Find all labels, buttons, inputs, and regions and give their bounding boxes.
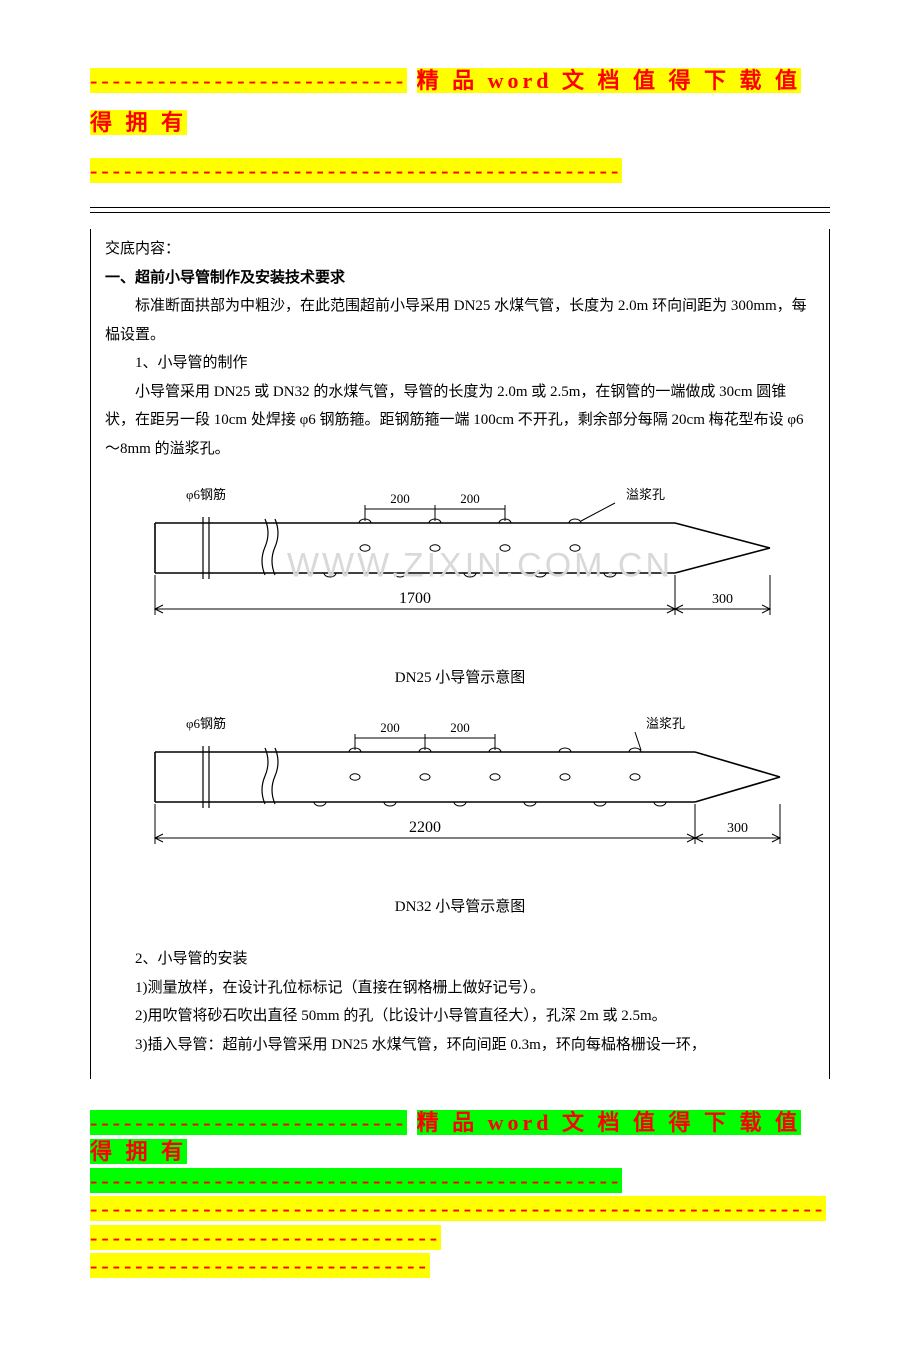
svg-text:溢浆孔: 溢浆孔 bbox=[626, 487, 665, 502]
para-2: 小导管采用 DN25 或 DN32 的水煤气管，导管的长度为 2.0m 或 2.… bbox=[105, 378, 815, 464]
content-frame: 交底内容： 一、超前小导管制作及安装技术要求 标准断面拱部为中粗沙，在此范围超前… bbox=[90, 229, 830, 1079]
svg-text:2200: 2200 bbox=[409, 819, 441, 836]
bullet-1: 1)测量放样，在设计孔位标标记（直接在钢格栅上做好记号）。 bbox=[105, 974, 815, 1003]
sub-1: 1、小导管的制作 bbox=[105, 349, 815, 378]
section-title-1: 一、超前小导管制作及安装技术要求 bbox=[105, 264, 815, 293]
bullet-3: 3)插入导管：超前小导管采用 DN25 水煤气管，环向间距 0.3m，环向每榀格… bbox=[105, 1031, 815, 1060]
diagram-dn32: φ6钢筋 200 200 溢浆孔 2200 300 bbox=[145, 704, 785, 874]
caption-dn25: DN25 小导管示意图 bbox=[105, 664, 815, 693]
diagram-dn25: φ6钢筋 200 200 溢浆孔 1700 300 bbox=[145, 475, 785, 645]
svg-text:200: 200 bbox=[450, 720, 470, 735]
svg-text:φ6钢筋: φ6钢筋 bbox=[186, 487, 226, 502]
svg-text:200: 200 bbox=[380, 720, 400, 735]
svg-text:300: 300 bbox=[712, 592, 733, 607]
svg-text:φ6钢筋: φ6钢筋 bbox=[186, 716, 226, 731]
svg-text:300: 300 bbox=[727, 821, 748, 836]
diagram-dn32-wrap: φ6钢筋 200 200 溢浆孔 2200 300 bbox=[145, 704, 815, 885]
sub-2: 2、小导管的安装 bbox=[105, 945, 815, 974]
top-banner-dash2: ----------------------------------------… bbox=[90, 150, 830, 192]
svg-text:溢浆孔: 溢浆孔 bbox=[646, 716, 685, 731]
caption-dn32: DN32 小导管示意图 bbox=[105, 893, 815, 922]
svg-text:200: 200 bbox=[390, 491, 410, 506]
banner-dash: ---------------------------- bbox=[90, 68, 407, 93]
double-rule bbox=[90, 207, 830, 213]
bullet-2: 2)用吹管将砂石吹出直径 50mm 的孔（比设计小导管直径大），孔深 2m 或 … bbox=[105, 1002, 815, 1031]
top-banner: ---------------------------- 精 品 word 文 … bbox=[90, 60, 830, 144]
bottom-banner: ---------------------------- 精 品 word 文 … bbox=[90, 1109, 830, 1281]
para-1: 标准断面拱部为中粗沙，在此范围超前小导采用 DN25 水煤气管，长度为 2.0m… bbox=[105, 292, 815, 349]
lead-label: 交底内容： bbox=[105, 235, 815, 264]
diagram-dn25-wrap: φ6钢筋200200溢浆孔1700300 WWW.ZIXIN.COM.CN bbox=[145, 475, 815, 656]
svg-text:1700: 1700 bbox=[399, 590, 431, 607]
svg-text:200: 200 bbox=[460, 491, 480, 506]
